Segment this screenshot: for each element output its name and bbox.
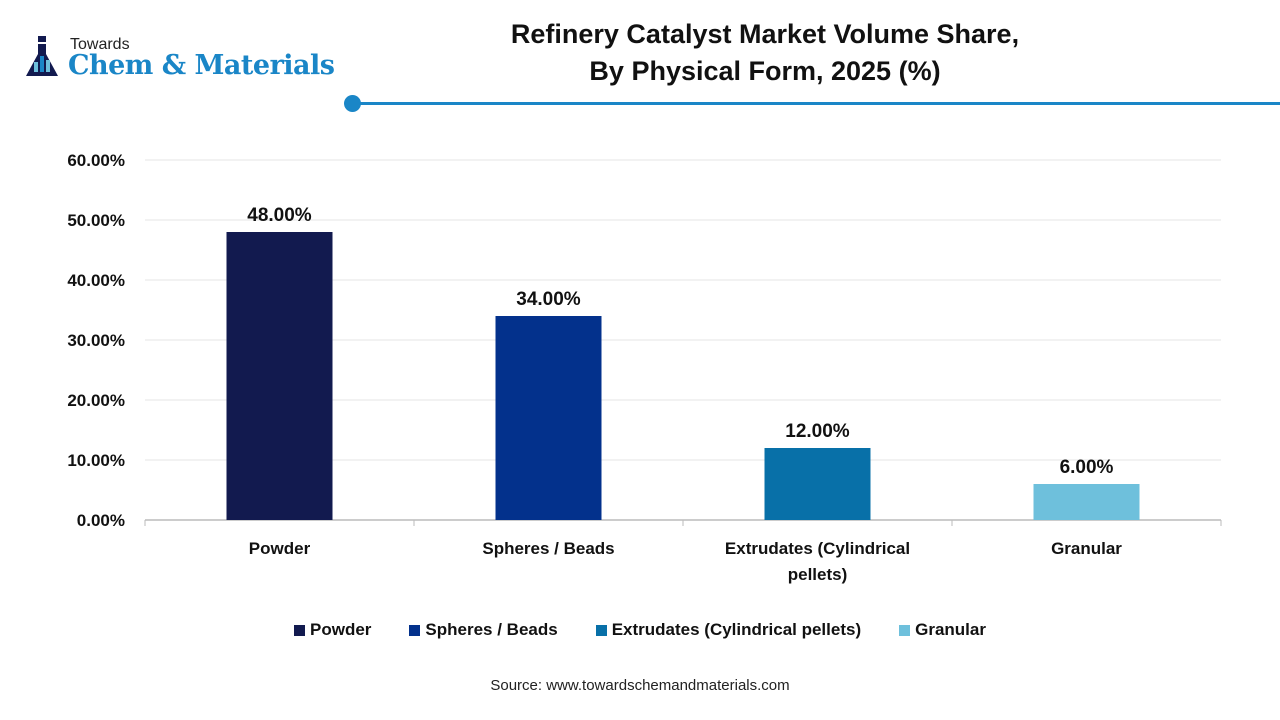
x-tick-label: Extrudates (Cylindrical — [725, 539, 910, 558]
legend-label: Granular — [915, 620, 986, 639]
data-label: 6.00% — [1060, 457, 1114, 478]
y-tick-label: 60.00% — [67, 151, 125, 170]
title-line-1: Refinery Catalyst Market Volume Share, — [510, 19, 1020, 49]
legend-item: Powder — [294, 620, 371, 640]
data-label: 48.00% — [247, 205, 312, 226]
logo-chem-materials: Chem & Materials — [68, 50, 335, 81]
legend-swatch — [409, 624, 421, 636]
x-tick-label: pellets) — [788, 565, 848, 584]
legend: Powder Spheres / Beads Extrudates (Cylindr… — [0, 620, 1280, 640]
y-tick-label: 30.00% — [67, 331, 125, 350]
legend-swatch — [899, 624, 911, 636]
y-tick-label: 10.00% — [67, 451, 125, 470]
legend-swatch — [294, 624, 306, 636]
legend-label: Powder — [310, 620, 372, 639]
x-tick-label: Spheres / Beads — [482, 539, 614, 558]
x-tick-label: Powder — [249, 539, 311, 558]
legend-label: Spheres / Beads — [425, 620, 558, 639]
x-tick-label: Granular — [1051, 539, 1122, 558]
y-tick-label: 0.00% — [77, 511, 125, 530]
title-line-2: By Physical Form, 2025 (%) — [589, 56, 941, 86]
y-tick-label: 50.00% — [67, 211, 125, 230]
bar-2 — [764, 448, 871, 520]
bar-3 — [1033, 484, 1140, 520]
logo-towards: Towards — [70, 36, 130, 53]
header-dot — [344, 95, 361, 112]
bar-1 — [495, 316, 602, 520]
y-tick-label: 40.00% — [67, 271, 125, 290]
legend-label: Extrudates (Cylindrical pellets) — [611, 620, 862, 639]
chart-title: Refinery Catalyst Market Volume Share, B… — [440, 16, 1090, 90]
bar-0 — [226, 232, 333, 520]
legend-item: Granular — [899, 620, 986, 640]
flask-icon — [26, 36, 58, 76]
data-label: 12.00% — [785, 421, 850, 442]
y-tick-label: 20.00% — [67, 391, 125, 410]
legend-item: Extrudates (Cylindrical pellets) — [595, 620, 862, 640]
legend-item: Spheres / Beads — [409, 620, 558, 640]
legend-swatch — [595, 624, 607, 636]
bar-chart: 0.00% 10.00% 20.00% 30.00% 40.00% 50.00% 60.00… — [67, 151, 1222, 584]
source-note: Source: www.towardschemandmaterials.com — [490, 677, 790, 694]
data-label: 34.00% — [516, 289, 581, 310]
header-rule — [352, 102, 1280, 105]
